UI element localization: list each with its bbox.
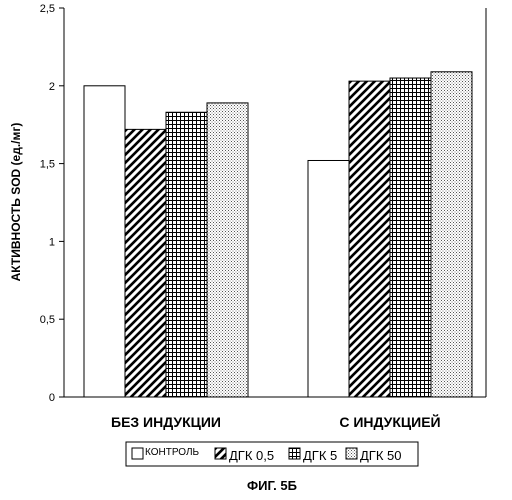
bar (349, 81, 390, 397)
y-tick-label: 1 (49, 236, 55, 248)
bar (308, 160, 349, 397)
legend-label: КОНТРОЛЬ (145, 447, 200, 458)
bar (390, 78, 431, 397)
category-label: БЕЗ ИНДУКЦИИ (111, 414, 221, 430)
legend-label: ДГК 5 (303, 448, 337, 463)
category-label: С ИНДУКЦИЕЙ (339, 413, 440, 430)
category-labels: БЕЗ ИНДУКЦИИ С ИНДУКЦИЕЙ (111, 413, 441, 430)
y-ticks: 0 0,5 1 1,5 2 2,5 (40, 3, 64, 404)
legend: КОНТРОЛЬ ДГК 0,5 ДГК 5 ДГК 50 (126, 442, 418, 466)
bar (431, 72, 472, 397)
y-tick-label: 0 (49, 392, 55, 404)
y-tick-label: 2 (49, 81, 55, 93)
y-axis-label: АКТИВНОСТЬ SOD (ед./мг) (9, 123, 23, 282)
legend-swatch (289, 448, 300, 459)
legend-swatch (215, 448, 226, 459)
figure-caption: ФИГ. 5Б (247, 478, 297, 493)
bar (207, 103, 248, 397)
bars (84, 72, 472, 397)
legend-label: ДГК 50 (360, 448, 402, 463)
y-tick-label: 1,5 (40, 159, 55, 171)
legend-swatch (346, 448, 357, 459)
bar (166, 112, 207, 397)
y-tick-label: 2,5 (40, 3, 55, 15)
legend-label: ДГК 0,5 (229, 448, 274, 463)
bar (84, 86, 125, 397)
bar (125, 129, 166, 397)
y-tick-label: 0,5 (40, 314, 55, 326)
legend-swatch (132, 448, 143, 459)
